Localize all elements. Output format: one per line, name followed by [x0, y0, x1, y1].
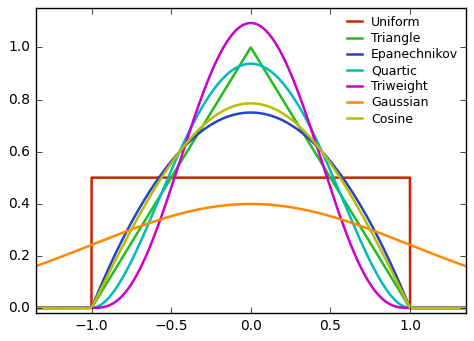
Uniform [213, 176, 219, 180]
Quartic [192, 118, 198, 122]
Line: Epanechnikov: Epanechnikov [12, 113, 474, 308]
Uniform [9, 306, 15, 310]
Triangle [92, 301, 98, 305]
Quartic [92, 306, 98, 310]
Triweight [248, 21, 254, 25]
Uniform [92, 176, 98, 180]
Uniform [89, 176, 94, 180]
Cosine [192, 131, 198, 135]
Triweight [92, 306, 98, 310]
Triangle [64, 306, 69, 310]
Cosine [248, 101, 254, 105]
Triweight [213, 60, 219, 64]
Gaussian [9, 272, 15, 276]
Quartic [9, 306, 15, 310]
Quartic [64, 306, 69, 310]
Cosine [64, 306, 69, 310]
Uniform [426, 306, 432, 310]
Triweight [192, 113, 198, 117]
Epanechnikov [192, 134, 198, 138]
Line: Gaussian: Gaussian [12, 204, 474, 274]
Epanechnikov [248, 110, 254, 115]
Triangle [192, 136, 198, 140]
Quartic [426, 306, 432, 310]
Triangle [426, 306, 432, 310]
Gaussian [64, 253, 69, 257]
Triweight [426, 306, 432, 310]
Epanechnikov [64, 306, 69, 310]
Gaussian [426, 250, 432, 254]
Line: Cosine: Cosine [12, 103, 474, 308]
Line: Triangle: Triangle [12, 47, 474, 308]
Gaussian [213, 204, 219, 208]
Triweight [64, 306, 69, 310]
Cosine [9, 306, 15, 310]
Line: Triweight: Triweight [12, 23, 474, 308]
Cosine [213, 113, 219, 117]
Line: Uniform: Uniform [12, 178, 474, 308]
Gaussian [248, 202, 254, 206]
Epanechnikov [92, 298, 98, 302]
Triweight [9, 306, 15, 310]
Epanechnikov [426, 306, 432, 310]
Cosine [426, 306, 432, 310]
Epanechnikov [9, 306, 15, 310]
Epanechnikov [213, 120, 219, 124]
Legend: Uniform, Triangle, Epanechnikov, Quartic, Triweight, Gaussian, Cosine: Uniform, Triangle, Epanechnikov, Quartic… [340, 12, 462, 129]
Triangle [248, 45, 254, 49]
Gaussian [92, 241, 98, 246]
Cosine [92, 299, 98, 303]
Gaussian [192, 208, 198, 212]
Line: Quartic: Quartic [12, 64, 474, 308]
Quartic [213, 85, 219, 89]
Triangle [213, 103, 219, 107]
Uniform [192, 176, 198, 180]
Quartic [248, 62, 254, 66]
Triangle [9, 306, 15, 310]
Uniform [64, 306, 69, 310]
